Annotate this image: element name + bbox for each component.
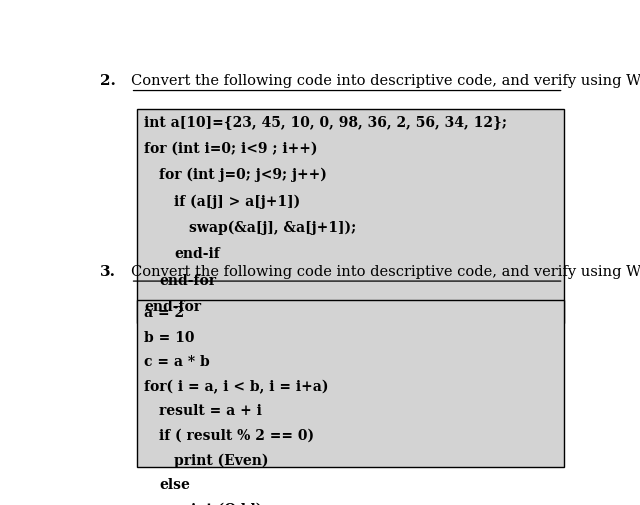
Text: if (a[j] > a[j+1]): if (a[j] > a[j+1]) bbox=[174, 194, 301, 209]
Text: end-for: end-for bbox=[159, 274, 216, 288]
Text: a = 2: a = 2 bbox=[145, 307, 184, 320]
FancyBboxPatch shape bbox=[137, 300, 564, 467]
Text: c = a * b: c = a * b bbox=[145, 356, 210, 369]
Text: int a[10]={23, 45, 10, 0, 98, 36, 2, 56, 34, 12};: int a[10]={23, 45, 10, 0, 98, 36, 2, 56,… bbox=[145, 115, 508, 129]
Text: swap(&a[j], &a[j+1]);: swap(&a[j], &a[j+1]); bbox=[189, 221, 356, 235]
Text: print (Even): print (Even) bbox=[174, 453, 269, 468]
FancyBboxPatch shape bbox=[137, 109, 564, 323]
Text: for (int j=0; j<9; j++): for (int j=0; j<9; j++) bbox=[159, 168, 327, 182]
Text: for( i = a, i < b, i = i+a): for( i = a, i < b, i = i+a) bbox=[145, 380, 329, 394]
Text: Convert the following code into descriptive code, and verify using White Box Tes: Convert the following code into descript… bbox=[131, 265, 640, 279]
Text: if ( result % 2 == 0): if ( result % 2 == 0) bbox=[159, 429, 314, 443]
Text: end-for: end-for bbox=[145, 300, 202, 314]
Text: b = 10: b = 10 bbox=[145, 331, 195, 345]
Text: Convert the following code into descriptive code, and verify using White Box Tes: Convert the following code into descript… bbox=[131, 74, 640, 88]
Text: 2.: 2. bbox=[100, 74, 116, 88]
Text: for (int i=0; i<9 ; i++): for (int i=0; i<9 ; i++) bbox=[145, 141, 318, 156]
Text: print (Odd): print (Odd) bbox=[174, 502, 262, 505]
Text: else: else bbox=[159, 478, 190, 492]
Text: result = a + i: result = a + i bbox=[159, 405, 262, 418]
Text: 3.: 3. bbox=[100, 265, 116, 279]
Text: end-if: end-if bbox=[174, 247, 220, 261]
